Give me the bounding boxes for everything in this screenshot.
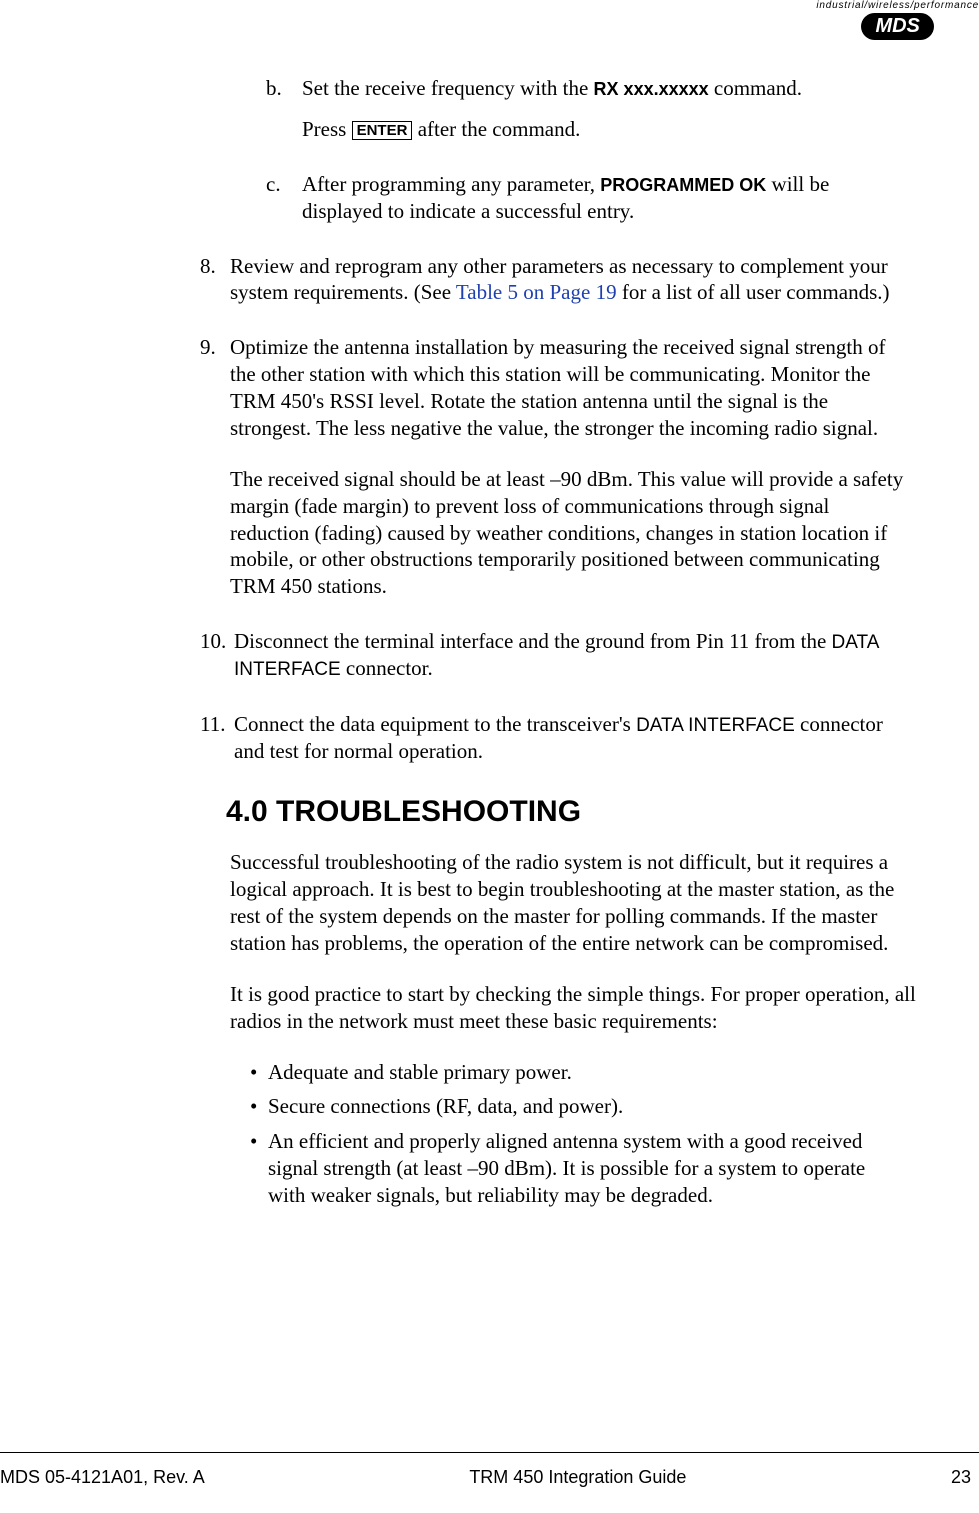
- num-body: Optimize the antenna installation by mea…: [230, 334, 930, 600]
- sub-list: b. Set the receive frequency with the RX…: [266, 75, 930, 225]
- sub-item-b: b. Set the receive frequency with the RX…: [266, 75, 930, 102]
- bullet-text: Adequate and stable primary power.: [268, 1059, 930, 1086]
- bullet-item: • Secure connections (RF, data, and powe…: [250, 1093, 930, 1120]
- footer-center: TRM 450 Integration Guide: [469, 1467, 686, 1488]
- bullet-dot: •: [250, 1059, 268, 1086]
- command-text: RX xxx.xxxxx: [594, 79, 709, 99]
- paragraph: Optimize the antenna installation by mea…: [230, 334, 910, 442]
- footer-left: MDS 05-4121A01, Rev. A: [0, 1467, 205, 1488]
- sub-body: After programming any parameter, PROGRAM…: [302, 171, 930, 225]
- text: Set the receive frequency with the: [302, 76, 594, 100]
- num-marker: 10.: [200, 628, 234, 683]
- list-item-8: 8. Review and reprogram any other parame…: [200, 253, 930, 307]
- brand-logo: industrial/wireless/performance MDS: [816, 0, 979, 40]
- code-text: PROGRAMMED OK: [600, 175, 766, 195]
- num-marker: 9.: [200, 334, 230, 600]
- text: Connect the data equipment to the transc…: [234, 712, 636, 736]
- bullet-item: • An efficient and properly aligned ante…: [250, 1128, 930, 1209]
- text: for a list of all user commands.): [617, 280, 890, 304]
- paragraph: Successful troubleshooting of the radio …: [230, 849, 930, 957]
- text: Disconnect the terminal interface and th…: [234, 629, 832, 653]
- sub-marker: b.: [266, 75, 302, 102]
- bullet-text: An efficient and properly aligned antenn…: [268, 1128, 930, 1209]
- bullet-text: Secure connections (RF, data, and power)…: [268, 1093, 930, 1120]
- paragraph: The received signal should be at least –…: [230, 466, 910, 600]
- logo-tagline: industrial/wireless/performance: [816, 0, 979, 11]
- text: after the command.: [412, 117, 580, 141]
- sub-marker: c.: [266, 171, 302, 225]
- section-heading: 4.0 TROUBLESHOOTING: [226, 793, 930, 831]
- text: Press: [302, 117, 352, 141]
- list-item-11: 11. Connect the data equipment to the tr…: [200, 711, 930, 765]
- page-footer: MDS 05-4121A01, Rev. A TRM 450 Integrati…: [0, 1467, 979, 1488]
- sub-item-c: c. After programming any parameter, PROG…: [266, 171, 930, 225]
- xref-link[interactable]: Table 5 on Page 19: [456, 280, 617, 304]
- page: industrial/wireless/performance MDS b. S…: [0, 0, 979, 1513]
- text: connector.: [341, 656, 433, 680]
- logo-badge: MDS: [861, 13, 933, 40]
- sub-item-b-cont: Press ENTER after the command.: [302, 116, 930, 143]
- sub-body: Set the receive frequency with the RX xx…: [302, 75, 930, 102]
- bullet-dot: •: [250, 1093, 268, 1120]
- num-marker: 11.: [200, 711, 234, 765]
- list-item-9: 9. Optimize the antenna installation by …: [200, 334, 930, 600]
- num-body: Connect the data equipment to the transc…: [234, 711, 930, 765]
- sans-label: DATA INTERFACE: [636, 715, 795, 736]
- bullet-list: • Adequate and stable primary power. • S…: [250, 1059, 930, 1209]
- text: command.: [709, 76, 802, 100]
- footer-rule: [0, 1452, 979, 1453]
- bullet-item: • Adequate and stable primary power.: [250, 1059, 930, 1086]
- text: After programming any parameter,: [302, 172, 600, 196]
- body-content: b. Set the receive frequency with the RX…: [230, 75, 930, 1217]
- list-item-10: 10. Disconnect the terminal interface an…: [200, 628, 930, 683]
- keycap-enter: ENTER: [352, 121, 413, 140]
- num-body: Review and reprogram any other parameter…: [230, 253, 930, 307]
- num-marker: 8.: [200, 253, 230, 307]
- bullet-dot: •: [250, 1128, 268, 1209]
- paragraph: It is good practice to start by checking…: [230, 981, 930, 1035]
- num-body: Disconnect the terminal interface and th…: [234, 628, 930, 683]
- footer-right: 23: [951, 1467, 971, 1488]
